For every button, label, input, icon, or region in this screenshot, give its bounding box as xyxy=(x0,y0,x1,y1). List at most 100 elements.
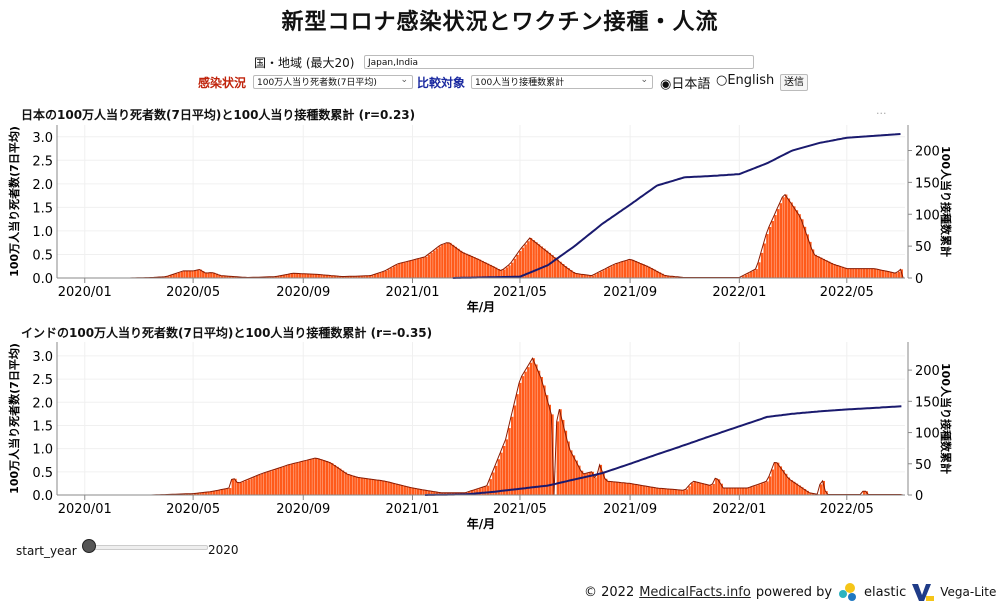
x-tick-label: 2021/01 xyxy=(385,285,439,300)
death-bar xyxy=(167,276,170,278)
death-bar xyxy=(548,404,551,495)
y-right-tick-label: 200 xyxy=(915,364,940,379)
x-tick-label: 2022/05 xyxy=(820,285,874,300)
death-bar xyxy=(887,271,890,278)
death-bar xyxy=(642,485,646,495)
death-bar xyxy=(758,484,761,495)
death-bar xyxy=(188,493,192,495)
death-bar xyxy=(419,489,423,495)
death-bar xyxy=(183,493,186,495)
y-left-tick-label: 1.5 xyxy=(32,419,53,434)
more-menu-icon[interactable]: ... xyxy=(876,104,887,117)
death-bar xyxy=(180,271,183,278)
death-bar xyxy=(876,268,879,278)
radio-japanese[interactable]: ◉日本語 xyxy=(660,73,710,92)
x-tick-label: 2020/09 xyxy=(276,285,330,300)
death-bar xyxy=(341,470,345,495)
death-bar xyxy=(320,274,323,278)
death-bar xyxy=(570,450,573,495)
death-bar xyxy=(801,487,804,495)
death-bar xyxy=(892,272,895,278)
death-bar xyxy=(771,469,774,495)
region-input[interactable]: Japan,India xyxy=(364,55,754,69)
death-bar xyxy=(532,240,535,278)
death-bar xyxy=(408,260,412,278)
x-tick-label: 2020/01 xyxy=(58,285,112,300)
vega-lite-logo-icon xyxy=(912,584,935,601)
death-bar xyxy=(290,464,294,495)
death-bar xyxy=(285,274,288,278)
death-bar xyxy=(744,274,748,278)
compare-select[interactable]: 100人当り接種数累計 xyxy=(471,73,653,89)
submit-button[interactable]: 送信 xyxy=(780,74,808,91)
death-bar xyxy=(631,483,635,495)
death-bar xyxy=(766,481,769,495)
death-bar xyxy=(250,478,253,495)
death-bar xyxy=(849,268,852,278)
death-bar xyxy=(296,462,299,495)
death-bar xyxy=(411,260,414,278)
death-bar xyxy=(672,489,675,495)
death-bar xyxy=(553,257,557,278)
death-bar xyxy=(852,268,855,278)
death-bar xyxy=(661,488,664,495)
death-bar xyxy=(481,260,484,278)
death-bar xyxy=(333,464,337,495)
death-bar xyxy=(827,261,831,278)
death-bar xyxy=(854,268,858,278)
death-bar xyxy=(564,266,568,278)
death-bar xyxy=(376,479,380,495)
death-bar xyxy=(425,256,428,278)
site-link[interactable]: MedicalFacts.info xyxy=(639,584,751,600)
y-left-tick-label: 0.5 xyxy=(32,466,53,481)
death-bar xyxy=(803,226,807,278)
death-bar xyxy=(390,267,393,278)
death-bar xyxy=(317,274,320,278)
death-bar xyxy=(328,461,331,495)
death-bar xyxy=(516,254,519,278)
death-bar xyxy=(535,364,538,495)
elastic-label: elastic xyxy=(864,584,907,600)
death-bar xyxy=(199,269,202,278)
death-bar xyxy=(693,481,697,495)
death-bar xyxy=(430,491,433,495)
death-bar xyxy=(666,488,670,495)
death-bar xyxy=(245,480,248,495)
death-bar xyxy=(331,463,334,495)
death-bar xyxy=(226,276,229,278)
death-bar xyxy=(766,234,769,278)
x-tick-label: 2021/09 xyxy=(603,502,657,517)
y-right-tick-label: 50 xyxy=(915,458,932,473)
infection-select[interactable]: 100万人当り死者数(7日平均) xyxy=(253,73,413,89)
death-bar xyxy=(368,275,372,278)
death-bar xyxy=(269,471,272,495)
death-bar xyxy=(742,276,745,278)
death-bar xyxy=(279,275,283,278)
death-bar xyxy=(629,259,632,278)
death-bar xyxy=(618,262,621,278)
death-bar xyxy=(325,461,329,495)
death-bar xyxy=(588,275,592,278)
slider-handle[interactable] xyxy=(82,539,96,553)
death-bar xyxy=(527,367,530,495)
radio-english[interactable]: ○English xyxy=(716,73,774,88)
death-bar xyxy=(715,478,718,495)
death-bar xyxy=(231,479,235,495)
death-bar xyxy=(760,252,764,278)
death-bar xyxy=(677,489,680,495)
death-bar xyxy=(690,483,694,495)
death-bar xyxy=(779,466,783,495)
death-bar xyxy=(819,257,823,278)
death-bar xyxy=(505,267,509,278)
death-bar xyxy=(379,272,382,278)
death-bar xyxy=(747,273,750,278)
start-year-slider[interactable] xyxy=(88,545,208,550)
chart1-title: 日本の100万人当り死者数(7日平均)と100人当り接種数累計 (r=0.23) xyxy=(21,108,416,122)
death-bar xyxy=(210,491,213,495)
death-bar xyxy=(556,259,560,278)
death-bar xyxy=(567,268,570,278)
death-bar xyxy=(298,462,302,495)
death-bar xyxy=(236,482,240,495)
death-bar xyxy=(398,263,401,278)
x-axis-title: 年/月 xyxy=(467,516,495,531)
